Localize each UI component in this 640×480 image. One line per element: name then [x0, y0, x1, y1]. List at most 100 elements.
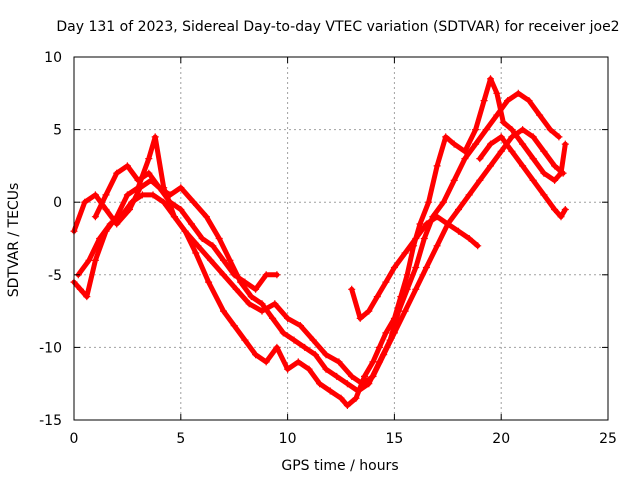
data-point [403, 285, 411, 293]
data-point [252, 285, 260, 293]
data-point [181, 227, 189, 235]
data-point [497, 147, 505, 155]
data-point [551, 206, 559, 213]
series-track-4 [91, 162, 281, 293]
data-point [369, 372, 377, 380]
data-point [450, 176, 458, 184]
data-point [220, 256, 227, 264]
series-track-3 [74, 126, 567, 388]
data-point [465, 191, 473, 199]
data-point [555, 133, 563, 141]
data-point [499, 118, 507, 126]
data-point [102, 191, 110, 199]
data-point [508, 126, 516, 134]
y-tick-label: 10 [44, 50, 62, 66]
data-point [271, 300, 279, 308]
data-point [316, 380, 324, 388]
data-point [247, 293, 255, 301]
data-point [365, 307, 373, 315]
data-point [160, 198, 168, 206]
data-point [279, 329, 287, 337]
data-point [230, 322, 238, 330]
data-point [487, 162, 494, 170]
data-point [561, 140, 569, 148]
data-point [455, 227, 462, 235]
data-point [269, 314, 277, 322]
data-point [284, 314, 292, 322]
data-point [416, 220, 424, 228]
data-point [343, 380, 351, 388]
data-point [450, 140, 458, 148]
data-point [472, 140, 480, 148]
data-point [540, 169, 548, 177]
data-point [305, 365, 313, 373]
series-layer [70, 75, 569, 409]
data-point [194, 242, 202, 250]
data-point [343, 402, 351, 409]
data-point [519, 126, 527, 134]
data-point [262, 358, 270, 366]
data-point [480, 97, 488, 105]
chart-title: Day 131 of 2023, Sidereal Day-to-day VTE… [56, 19, 619, 35]
data-point [412, 285, 420, 293]
data-point [380, 351, 388, 359]
x-tick-label: 10 [279, 431, 297, 447]
data-point [81, 198, 89, 206]
data-point [207, 256, 215, 264]
data-point [412, 235, 420, 242]
data-point [476, 155, 484, 163]
data-point [91, 213, 99, 221]
data-point [273, 271, 281, 279]
data-point [557, 213, 565, 221]
data-point [232, 285, 240, 293]
y-tick-label: -5 [48, 268, 62, 284]
data-point [546, 126, 554, 134]
data-point [170, 213, 178, 221]
data-point [472, 126, 480, 134]
data-point [401, 307, 409, 315]
data-point [356, 314, 364, 322]
data-point [145, 155, 153, 163]
data-point [422, 220, 430, 228]
data-point [220, 271, 227, 279]
data-point [401, 249, 409, 257]
data-point [177, 206, 185, 213]
data-point [551, 162, 559, 170]
data-point [403, 271, 411, 279]
x-tick-label: 0 [70, 431, 79, 447]
data-point [322, 351, 330, 359]
data-point [91, 256, 99, 264]
data-point [525, 97, 533, 105]
data-point [117, 213, 125, 221]
data-point [123, 162, 131, 170]
data-point [390, 329, 398, 337]
data-point [85, 256, 93, 264]
data-point [284, 365, 292, 373]
data-point [514, 89, 522, 97]
y-tick-label: 0 [53, 195, 62, 211]
data-point [96, 235, 104, 242]
data-point [188, 220, 195, 228]
data-point [76, 285, 84, 293]
data-point [198, 235, 206, 242]
data-point [395, 307, 403, 315]
data-point [536, 111, 544, 119]
data-point [433, 162, 441, 170]
data-point [420, 235, 428, 242]
data-point [136, 184, 144, 192]
data-point [166, 198, 174, 206]
x-tick-label: 20 [492, 431, 510, 447]
data-point [262, 271, 270, 279]
data-point [540, 191, 548, 199]
data-point [241, 278, 249, 286]
data-point [422, 264, 430, 271]
series-line [477, 134, 568, 220]
data-point [497, 133, 505, 141]
data-point [369, 358, 377, 366]
data-point [258, 300, 266, 308]
data-point [326, 387, 334, 395]
data-point [508, 133, 516, 141]
series-line [92, 163, 280, 292]
data-point [192, 249, 200, 257]
